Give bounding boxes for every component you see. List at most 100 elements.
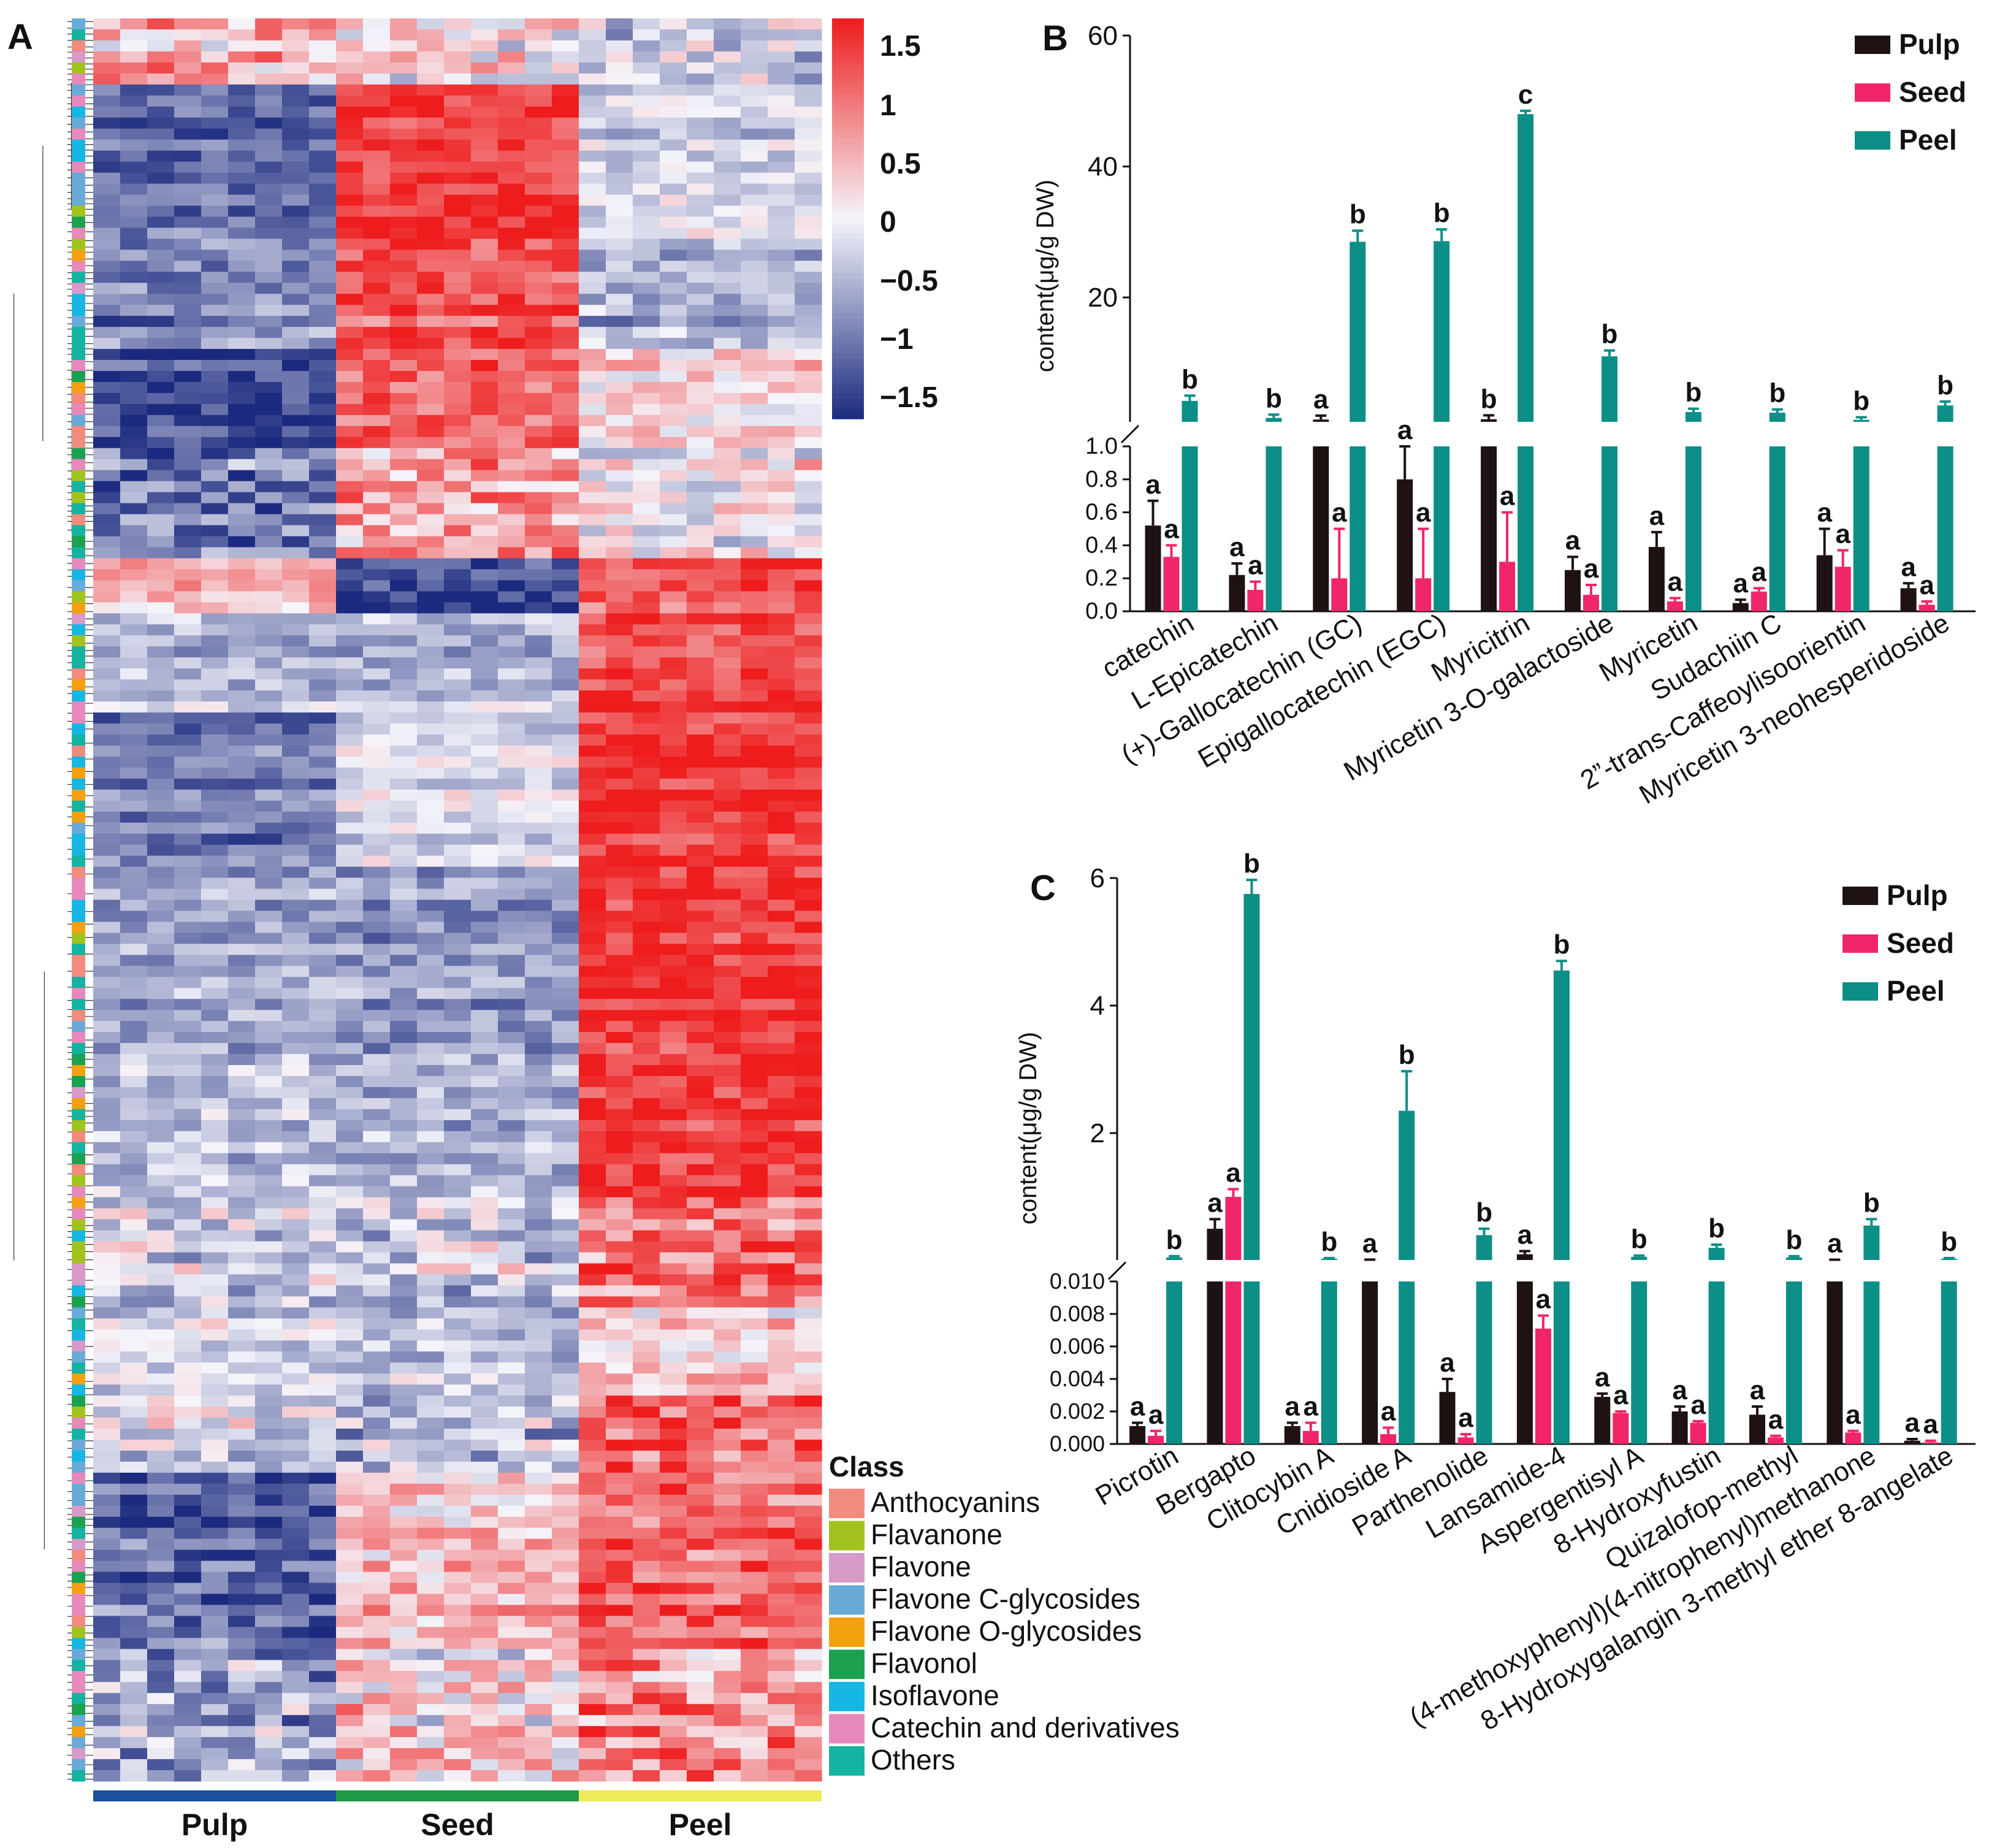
heatmap-cell xyxy=(552,283,579,294)
heatmap-cell xyxy=(714,84,741,96)
heatmap-cell xyxy=(633,547,660,559)
heatmap-cell xyxy=(255,1429,283,1440)
heatmap-cell xyxy=(471,1483,498,1495)
heatmap-cell xyxy=(417,1054,445,1066)
heatmap-cell xyxy=(228,1715,256,1727)
heatmap-cell xyxy=(147,327,175,338)
heatmap-cell xyxy=(363,18,391,30)
heatmap-cell xyxy=(714,1429,741,1440)
class-strip-cell xyxy=(72,470,85,482)
heatmap-cell xyxy=(525,922,552,934)
heatmap-cell xyxy=(768,1065,795,1077)
heatmap-cell xyxy=(606,216,633,229)
heatmap-cell xyxy=(498,1296,525,1308)
heatmap-cell xyxy=(714,1396,741,1407)
heatmap-cell xyxy=(282,1704,310,1716)
heatmap-cell xyxy=(417,1384,445,1396)
heatmap-cell xyxy=(309,414,337,427)
heatmap-cell xyxy=(444,29,472,41)
heatmap-cell xyxy=(687,899,714,912)
heatmap-cell xyxy=(147,911,175,923)
heatmap-cell xyxy=(93,1748,121,1760)
heatmap-cell xyxy=(552,1285,579,1297)
heatmap-cell xyxy=(174,1086,202,1099)
heatmap-cell xyxy=(741,888,768,901)
heatmap-cell xyxy=(633,1726,660,1738)
heatmap-cell xyxy=(552,403,579,416)
heatmap-cell xyxy=(768,294,795,305)
heatmap-cell xyxy=(147,1329,175,1341)
heatmap-cell xyxy=(795,492,822,504)
heatmap-cell xyxy=(282,1219,310,1231)
heatmap-cell xyxy=(768,1142,795,1154)
heatmap-cell xyxy=(174,349,202,361)
class-strip-cell xyxy=(72,139,85,151)
heatmap-cell xyxy=(498,316,525,327)
heatmap-cell xyxy=(309,117,337,129)
heatmap-cell xyxy=(201,1131,229,1143)
heatmap-cell xyxy=(687,1329,714,1341)
heatmap-cell xyxy=(714,128,741,140)
heatmap-cell xyxy=(579,591,606,603)
heatmap-cell xyxy=(687,1296,714,1308)
heatmap-cell xyxy=(741,569,768,581)
heatmap-cell xyxy=(228,922,256,934)
heatmap-cell xyxy=(363,40,391,52)
heatmap-cell xyxy=(336,481,364,493)
heatmap-cell xyxy=(552,822,579,834)
heatmap-cell xyxy=(336,1021,364,1033)
heatmap-cell xyxy=(201,1362,229,1374)
heatmap-cell xyxy=(741,1407,768,1418)
heatmap-cell xyxy=(93,767,121,779)
heatmap-cell xyxy=(201,1142,229,1154)
heatmap-cell xyxy=(633,833,660,846)
class-strip-cell xyxy=(72,150,85,162)
heatmap-cell xyxy=(525,1748,552,1760)
heatmap-cell xyxy=(390,1483,418,1495)
heatmap-cell xyxy=(228,1384,256,1396)
heatmap-cell xyxy=(579,1131,606,1143)
heatmap-cell xyxy=(228,261,256,272)
colorbar-step xyxy=(832,168,864,174)
heatmap-cell xyxy=(579,437,606,449)
heatmap-cell xyxy=(174,833,202,846)
heatmap-cell xyxy=(660,1429,687,1440)
heatmap-cell xyxy=(768,1583,795,1595)
heatmap-cell xyxy=(714,294,741,305)
heatmap-cell xyxy=(741,392,768,405)
heatmap-cell xyxy=(471,1737,498,1749)
heatmap-cell xyxy=(228,1010,256,1021)
heatmap-cell xyxy=(741,239,768,250)
heatmap-cell xyxy=(606,690,633,702)
heatmap-cell xyxy=(282,349,310,361)
heatmap-cell xyxy=(363,272,391,283)
heatmap-cell xyxy=(498,1594,525,1606)
heatmap-cell xyxy=(633,106,660,118)
heatmap-cell xyxy=(741,822,768,834)
heatmap-cell xyxy=(444,481,472,493)
heatmap-cell xyxy=(363,338,391,349)
heatmap-cell xyxy=(687,1252,714,1264)
heatmap-cell xyxy=(687,448,714,460)
heatmap-cell xyxy=(579,525,606,537)
heatmap-cell xyxy=(147,1483,175,1495)
heatmap-cell xyxy=(444,1164,472,1176)
heatmap-cell xyxy=(201,1153,229,1165)
heatmap-cell xyxy=(228,1527,256,1540)
heatmap-cell xyxy=(471,128,498,140)
heatmap-cell xyxy=(255,1054,283,1066)
heatmap-cell xyxy=(768,1351,795,1363)
heatmap-cell xyxy=(93,1208,121,1220)
heatmap-cell xyxy=(228,999,256,1010)
heatmap-cell xyxy=(768,1571,795,1584)
heatmap-cell xyxy=(336,767,364,779)
heatmap-cell xyxy=(660,1748,687,1760)
heatmap-cell xyxy=(282,448,310,460)
heatmap-cell xyxy=(309,844,337,857)
heatmap-cell xyxy=(93,966,121,977)
heatmap-cell xyxy=(444,911,472,923)
heatmap-cell xyxy=(552,525,579,537)
heatmap-cell xyxy=(741,1307,768,1319)
heatmap-cell xyxy=(471,1219,498,1231)
heatmap-cell xyxy=(417,690,445,702)
